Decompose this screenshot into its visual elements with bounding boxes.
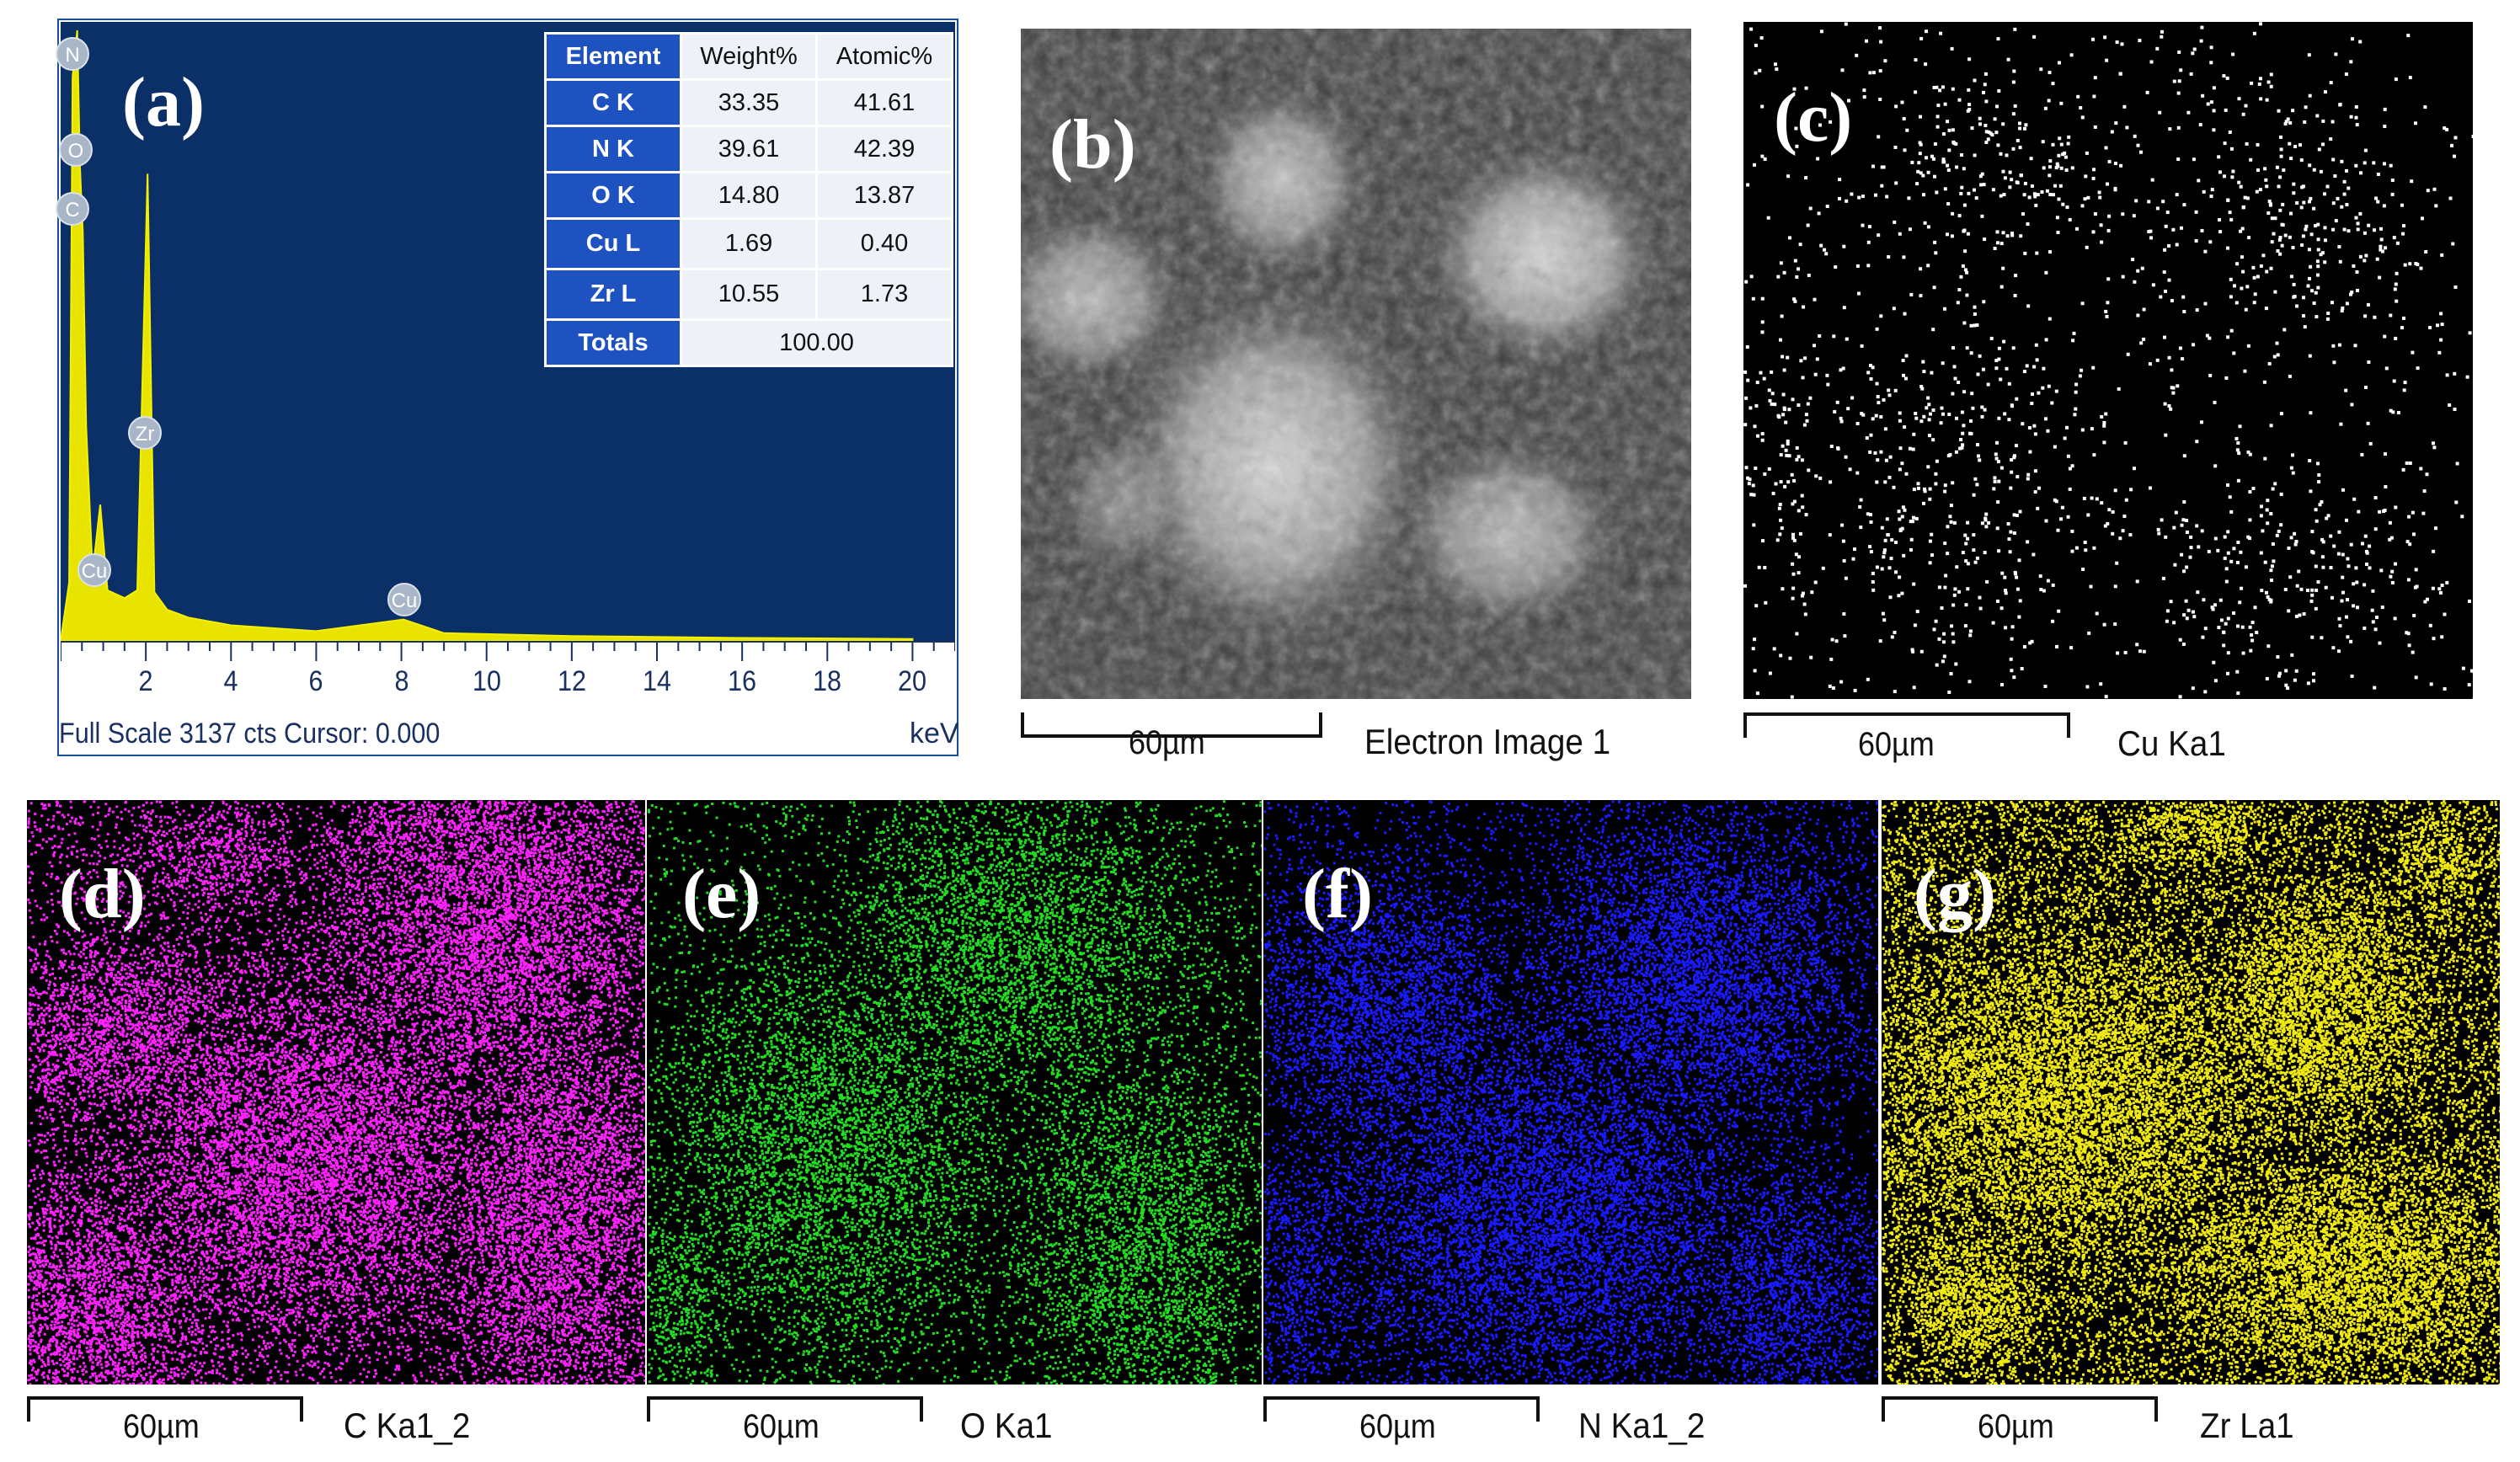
row-atomic: 41.61 xyxy=(817,80,953,126)
cu-dot-map xyxy=(1743,22,2473,699)
x-tick-label: 4 xyxy=(224,665,238,698)
row-atomic: 13.87 xyxy=(817,173,953,219)
scale-label-e: 60µm xyxy=(743,1410,820,1443)
scale-label-b: 60µm xyxy=(1129,726,1205,760)
x-tick-label: 6 xyxy=(309,665,323,698)
x-tick-label: 14 xyxy=(643,665,671,698)
x-tick-label: 10 xyxy=(472,665,501,698)
peak-badge-cu-k: Cu xyxy=(387,583,421,616)
totals-value: 100.00 xyxy=(681,320,953,366)
row-weight: 14.80 xyxy=(681,173,817,219)
eds-composition-table: Element Weight% Atomic% C K 33.35 41.61 … xyxy=(544,32,953,367)
caption-e: O Ka1 xyxy=(960,1408,1053,1443)
spectrum-unit-label: keV xyxy=(910,718,959,750)
panel-label-b: (b) xyxy=(1049,109,1136,180)
x-tick-label: 2 xyxy=(139,665,153,698)
scale-label-c: 60µm xyxy=(1858,728,1935,761)
row-weight: 10.55 xyxy=(681,269,817,320)
row-element: Cu L xyxy=(546,219,681,269)
x-tick-label: 8 xyxy=(394,665,408,698)
totals-label: Totals xyxy=(546,320,681,366)
panel-label-f: (f) xyxy=(1302,859,1373,930)
peak-badge-cu-l: Cu xyxy=(77,553,111,587)
panel-label-e: (e) xyxy=(682,859,761,930)
row-weight: 33.35 xyxy=(681,80,817,126)
caption-g: Zr La1 xyxy=(2200,1408,2294,1443)
panel-label-a: (a) xyxy=(122,67,205,138)
peak-badge-n: N xyxy=(56,37,89,71)
row-atomic: 42.39 xyxy=(817,126,953,173)
table-row: N K 39.61 42.39 xyxy=(546,126,953,173)
scale-label-g: 60µm xyxy=(1978,1410,2054,1443)
column-header-atomic: Atomic% xyxy=(817,34,953,80)
row-element: O K xyxy=(546,173,681,219)
row-atomic: 0.40 xyxy=(817,219,953,269)
row-element: C K xyxy=(546,80,681,126)
caption-d: C Ka1_2 xyxy=(344,1408,470,1443)
eds-composition-table-wrap: Element Weight% Atomic% C K 33.35 41.61 … xyxy=(544,32,953,367)
peak-badge-zr: Zr xyxy=(128,416,162,450)
peak-badge-c: C xyxy=(56,192,89,226)
row-element: N K xyxy=(546,126,681,173)
x-tick-label: 12 xyxy=(558,665,586,698)
panel-label-c: (c) xyxy=(1774,83,1852,153)
caption-b: Electron Image 1 xyxy=(1364,724,1610,760)
x-tick-label: 16 xyxy=(728,665,756,698)
table-totals-row: Totals 100.00 xyxy=(546,320,953,366)
table-row: Cu L 1.69 0.40 xyxy=(546,219,953,269)
eds-map-cu xyxy=(1743,22,2473,699)
row-atomic: 1.73 xyxy=(817,269,953,320)
scale-label-d: 60µm xyxy=(123,1410,200,1443)
table-row: O K 14.80 13.87 xyxy=(546,173,953,219)
row-weight: 1.69 xyxy=(681,219,817,269)
table-row: Zr L 10.55 1.73 xyxy=(546,269,953,320)
row-element: Zr L xyxy=(546,269,681,320)
x-tick-label: 18 xyxy=(813,665,841,698)
scale-label-f: 60µm xyxy=(1359,1410,1436,1443)
x-tick-label: 20 xyxy=(898,665,926,698)
spectrum-footer-info: Full Scale 3137 cts Cursor: 0.000 xyxy=(59,718,440,750)
caption-f: N Ka1_2 xyxy=(1578,1408,1705,1443)
peak-badge-o: O xyxy=(59,133,93,167)
column-header-weight: Weight% xyxy=(681,34,817,80)
caption-c: Cu Ka1 xyxy=(2117,726,2226,761)
row-weight: 39.61 xyxy=(681,126,817,173)
map-c-dots xyxy=(1743,22,2473,699)
table-header-row: Element Weight% Atomic% xyxy=(546,34,953,80)
column-header-element: Element xyxy=(546,34,681,80)
table-row: C K 33.35 41.61 xyxy=(546,80,953,126)
panel-label-g: (g) xyxy=(1914,859,1996,930)
panel-label-d: (d) xyxy=(59,859,146,930)
